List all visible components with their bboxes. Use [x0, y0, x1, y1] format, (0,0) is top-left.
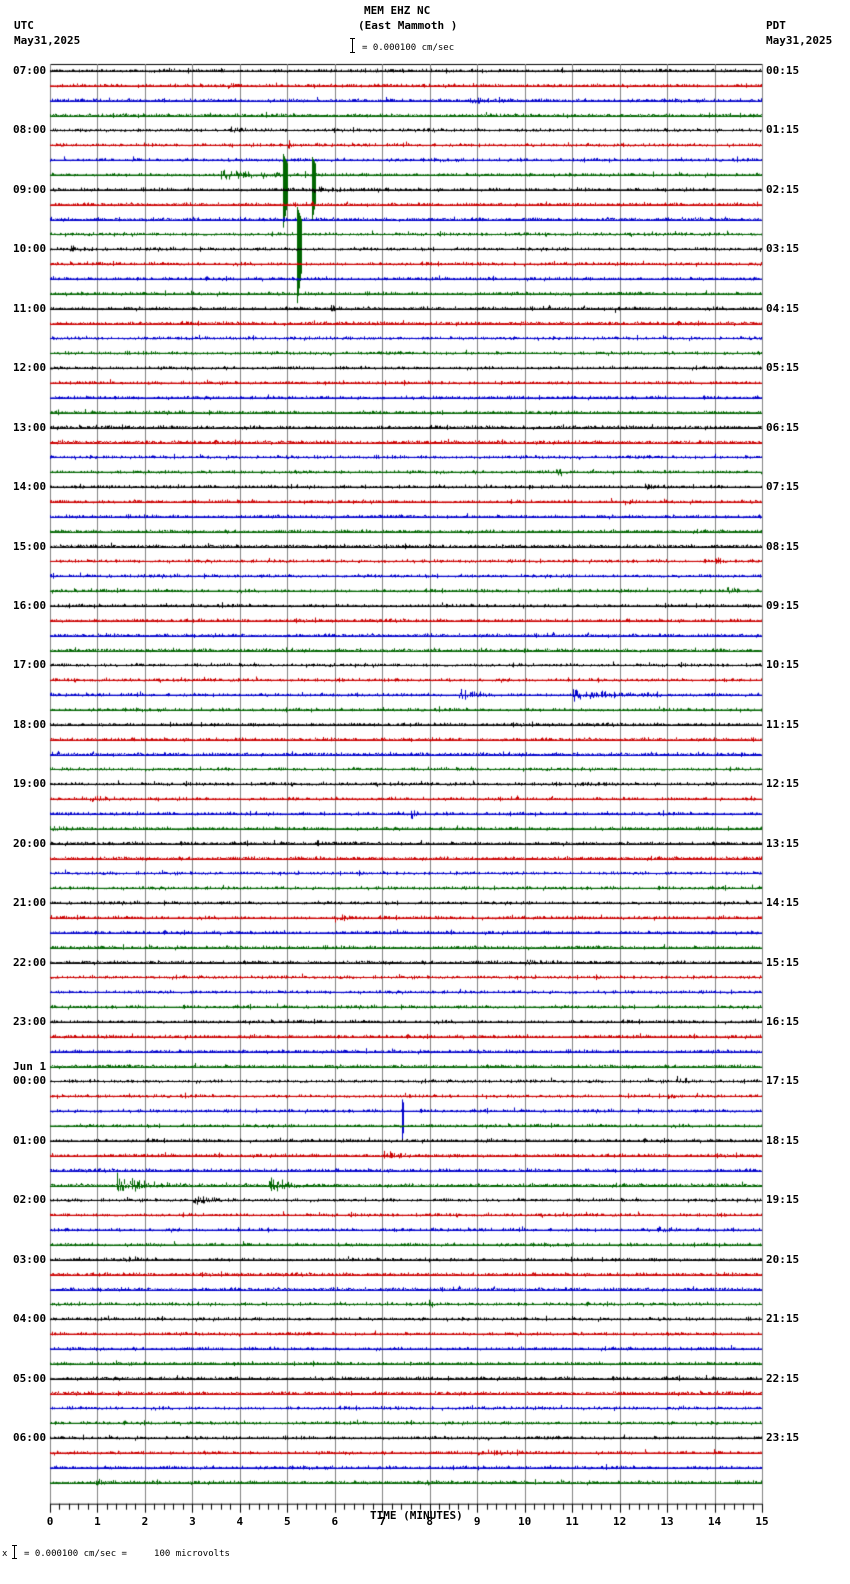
utc-hour-label: 06:00 [13, 1431, 47, 1445]
x-tick-label: 15 [755, 1514, 769, 1528]
x-tick-label: 5 [284, 1514, 291, 1528]
pdt-hour-label: 14:15 [766, 896, 800, 910]
date-change-label: Jun 1 [13, 1060, 47, 1074]
pdt-hour-label: 15:15 [766, 955, 800, 969]
utc-hour-label: 16:00 [13, 598, 47, 612]
pdt-hour-label: 22:15 [766, 1371, 800, 1385]
pdt-hour-label: 13:15 [766, 836, 800, 850]
x-tick-label: 6 [331, 1514, 339, 1528]
utc-hour-label: 23:00 [13, 1015, 47, 1029]
utc-hour-label: 04:00 [13, 1312, 47, 1326]
utc-hour-label: 03:00 [13, 1252, 47, 1266]
footer-scale-text: = 0.000100 cm/sec = 100 microvolts [24, 1549, 230, 1559]
x-tick-label: 3 [189, 1514, 196, 1528]
utc-hour-label: 20:00 [13, 836, 47, 850]
utc-hour-label: 15:00 [13, 539, 47, 553]
x-tick-label: 0 [46, 1514, 54, 1528]
footer-prefix: x [2, 1549, 8, 1559]
pdt-hour-label: 02:15 [766, 182, 800, 196]
x-tick-label: 13 [660, 1514, 674, 1528]
pdt-hour-label: 11:15 [766, 717, 800, 731]
pdt-hour-label: 17:15 [766, 1074, 800, 1088]
pdt-hour-label: 00:15 [766, 64, 800, 77]
utc-hour-label: 21:00 [13, 896, 47, 910]
utc-hour-label: 02:00 [13, 1193, 47, 1207]
pdt-hour-label: 21:15 [766, 1312, 800, 1326]
utc-hour-label: 11:00 [13, 301, 47, 315]
x-tick-label: 12 [612, 1514, 627, 1528]
pdt-hour-label: 05:15 [766, 361, 800, 375]
x-tick-label: 4 [236, 1514, 244, 1528]
pdt-hour-label: 09:15 [766, 598, 800, 612]
pdt-hour-label: 20:15 [766, 1252, 800, 1266]
utc-hour-label: 19:00 [13, 777, 47, 791]
utc-hour-label: 22:00 [13, 955, 47, 969]
utc-hour-label: 17:00 [13, 658, 47, 672]
utc-hour-label: 18:00 [13, 717, 47, 731]
pdt-hour-label: 19:15 [766, 1193, 800, 1207]
pdt-hour-label: 03:15 [766, 242, 800, 256]
x-axis-title: TIME (MINUTES) [370, 1509, 463, 1522]
utc-hour-label: 01:00 [13, 1133, 47, 1147]
pdt-hour-label: 23:15 [766, 1431, 800, 1445]
pdt-hour-label: 10:15 [766, 658, 800, 672]
utc-hour-label: 09:00 [13, 182, 47, 196]
utc-hour-label: 14:00 [13, 480, 47, 494]
pdt-hour-label: 01:15 [766, 123, 800, 137]
pdt-hour-label: 12:15 [766, 777, 800, 791]
pdt-hour-label: 06:15 [766, 420, 800, 434]
x-tick-label: 14 [707, 1514, 722, 1528]
x-tick-label: 2 [141, 1514, 149, 1528]
utc-hour-label: 13:00 [13, 420, 47, 434]
x-tick-label: 11 [565, 1514, 579, 1528]
pdt-hour-label: 16:15 [766, 1015, 800, 1029]
pdt-hour-label: 08:15 [766, 539, 800, 553]
utc-hour-label: 07:00 [13, 64, 47, 77]
x-tick-label: 10 [518, 1514, 532, 1528]
utc-hour-label: 05:00 [13, 1371, 47, 1385]
x-tick-label: 7 [378, 1514, 386, 1528]
utc-hour-label: 00:00 [13, 1074, 47, 1088]
x-tick-label: 1 [94, 1514, 101, 1528]
utc-hour-label: 08:00 [13, 123, 47, 137]
footer-scale-bar-icon [12, 1545, 17, 1559]
utc-hour-label: 10:00 [13, 242, 47, 256]
x-tick-label: 8 [426, 1514, 434, 1528]
pdt-hour-label: 07:15 [766, 480, 800, 494]
pdt-hour-label: 18:15 [766, 1133, 800, 1147]
pdt-hour-label: 04:15 [766, 301, 800, 315]
x-tick-label: 9 [473, 1514, 481, 1528]
utc-hour-label: 12:00 [13, 361, 47, 375]
